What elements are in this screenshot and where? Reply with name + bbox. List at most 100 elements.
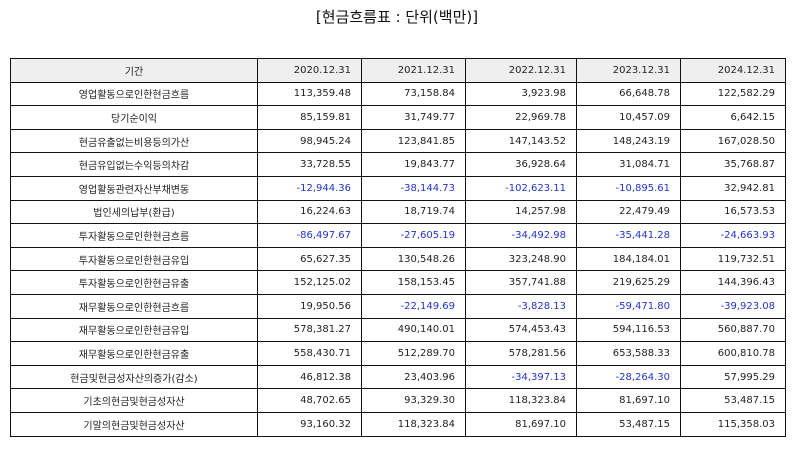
row-value: 119,732.51: [680, 246, 786, 272]
header-2022: 2022.12.31: [465, 58, 577, 83]
table-row: 현금유입없는수익등의차감 33,728.55 19,843.77 36,928.64 3…: [10, 152, 786, 177]
row-label: 재무활동으로인한현금유출: [10, 341, 258, 366]
row-value: -10,895.61: [576, 175, 681, 201]
row-value: -24,663.93: [680, 223, 786, 248]
row-value: 16,224.63: [257, 199, 362, 225]
table-row: 현금및현금성자산의증가(감소) 46,812.38 23,403.96 -34,397…: [10, 364, 786, 390]
row-value: 113,359.48: [257, 81, 362, 107]
row-value: 490,140.01: [361, 317, 466, 343]
row-value: 93,329.30: [361, 388, 466, 413]
row-value: 147,143.52: [465, 128, 577, 154]
table-row: 법인세의납부(환급) 16,224.63 18,719.74 14,257.98 22,…: [10, 199, 786, 225]
row-value: -35,441.28: [576, 223, 681, 248]
row-value: 16,573.53: [680, 199, 786, 225]
row-value: 594,116.53: [576, 317, 681, 343]
row-value: -3,828.13: [465, 293, 577, 319]
row-value: 81,697.10: [576, 388, 681, 413]
row-value: -59,471.80: [576, 293, 681, 319]
row-value: -39,923.08: [680, 293, 786, 319]
header-2020: 2020.12.31: [257, 58, 362, 83]
cash-flow-table: 기간 2020.12.31 2021.12.31 2022.12.31 2023…: [10, 58, 786, 437]
table-row: 영업활동으로인한현금흐름 113,359.48 73,158.84 3,923.98 6…: [10, 81, 786, 107]
table-row: 기말의현금및현금성자산 93,160.32 118,323.84 81,697.10 5…: [10, 411, 786, 437]
row-value: 85,159.81: [257, 105, 362, 130]
row-value: 560,887.70: [680, 317, 786, 343]
row-value: 558,430.71: [257, 341, 362, 366]
row-value: -102,623.11: [465, 175, 577, 201]
row-value: 600,810.78: [680, 341, 786, 366]
row-value: 219,625.29: [576, 270, 681, 295]
row-value: 31,749.77: [361, 105, 466, 130]
header-2024: 2024.12.31: [680, 58, 786, 83]
row-value: 323,248.90: [465, 246, 577, 272]
row-label: 재무활동으로인한현금흐름: [10, 293, 258, 319]
row-label: 재무활동으로인한현금유입: [10, 317, 258, 343]
row-value: 22,969.78: [465, 105, 577, 130]
row-value: 10,457.09: [576, 105, 681, 130]
row-value: 578,281.56: [465, 341, 577, 366]
row-value: 93,160.32: [257, 411, 362, 437]
row-value: 152,125.02: [257, 270, 362, 295]
row-value: 66,648.78: [576, 81, 681, 107]
row-value: 35,768.87: [680, 152, 786, 177]
row-value: 81,697.10: [465, 411, 577, 437]
row-value: 167,028.50: [680, 128, 786, 154]
row-value: 357,741.88: [465, 270, 577, 295]
row-value: 512,289.70: [361, 341, 466, 366]
row-value: 98,945.24: [257, 128, 362, 154]
row-value: 130,548.26: [361, 246, 466, 272]
row-value: -34,397.13: [465, 364, 577, 390]
row-value: 48,702.65: [257, 388, 362, 413]
row-value: -22,149.69: [361, 293, 466, 319]
row-value: 158,153.45: [361, 270, 466, 295]
row-value: 148,243.19: [576, 128, 681, 154]
table-row: 재무활동으로인한현금흐름 19,950.56 -22,149.69 -3,828.13…: [10, 293, 786, 319]
row-value: -34,492.98: [465, 223, 577, 248]
row-value: 73,158.84: [361, 81, 466, 107]
row-value: 19,843.77: [361, 152, 466, 177]
row-value: 53,487.15: [576, 411, 681, 437]
row-value: 57,995.29: [680, 364, 786, 390]
header-period: 기간: [10, 58, 258, 83]
row-label: 영업활동관련자산부채변동: [10, 175, 258, 201]
row-value: 18,719.74: [361, 199, 466, 225]
row-value: 31,084.71: [576, 152, 681, 177]
row-value: 46,812.38: [257, 364, 362, 390]
row-value: 14,257.98: [465, 199, 577, 225]
row-value: -27,605.19: [361, 223, 466, 248]
row-value: 144,396.43: [680, 270, 786, 295]
row-value: 65,627.35: [257, 246, 362, 272]
table-row: 기초의현금및현금성자산 48,702.65 93,329.30 118,323.84 8…: [10, 388, 786, 413]
row-label: 영업활동으로인한현금흐름: [10, 81, 258, 107]
table-row: 투자활동으로인한현금흐름 -86,497.67 -27,605.19 -34,492.…: [10, 223, 786, 248]
row-value: 123,841.85: [361, 128, 466, 154]
row-label: 투자활동으로인한현금유출: [10, 270, 258, 295]
table-row: 재무활동으로인한현금유출 558,430.71 512,289.70 578,281.…: [10, 341, 786, 366]
row-label: 투자활동으로인한현금흐름: [10, 223, 258, 248]
row-label: 현금유입없는수익등의차감: [10, 152, 258, 177]
row-label: 현금및현금성자산의증가(감소): [10, 364, 258, 390]
row-value: -28,264.30: [576, 364, 681, 390]
table-header-row: 기간 2020.12.31 2021.12.31 2022.12.31 2023…: [10, 58, 786, 83]
page-title: [현금흐름표 : 단위(백만)]: [315, 8, 479, 26]
table-row: 투자활동으로인한현금유출 152,125.02 158,153.45 357,741.…: [10, 270, 786, 295]
row-value: 118,323.84: [465, 388, 577, 413]
row-value: 19,950.56: [257, 293, 362, 319]
row-value: 653,588.33: [576, 341, 681, 366]
row-value: 578,381.27: [257, 317, 362, 343]
table-row: 투자활동으로인한현금유입 65,627.35 130,548.26 323,248.9…: [10, 246, 786, 272]
row-label: 투자활동으로인한현금유입: [10, 246, 258, 272]
row-value: 115,358.03: [680, 411, 786, 437]
table-body: 영업활동으로인한현금흐름 113,359.48 73,158.84 3,923.98 6…: [10, 81, 786, 437]
row-value: 53,487.15: [680, 388, 786, 413]
row-value: 32,942.81: [680, 175, 786, 201]
row-value: 33,728.55: [257, 152, 362, 177]
table-row: 당기순이익 85,159.81 31,749.77 22,969.78 10,457.0…: [10, 105, 786, 130]
row-value: -38,144.73: [361, 175, 466, 201]
row-label: 법인세의납부(환급): [10, 199, 258, 225]
table-row: 재무활동으로인한현금유입 578,381.27 490,140.01 574,453.…: [10, 317, 786, 343]
row-label: 당기순이익: [10, 105, 258, 130]
table-row: 현금유출없는비용등의가산 98,945.24 123,841.85 147,143.5…: [10, 128, 786, 154]
row-value: 36,928.64: [465, 152, 577, 177]
row-value: 574,453.43: [465, 317, 577, 343]
